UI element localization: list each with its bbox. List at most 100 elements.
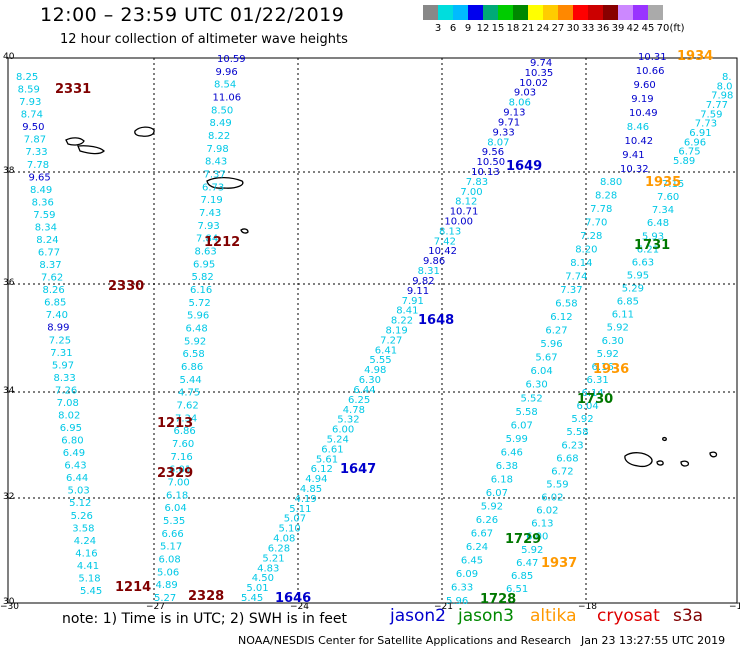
wave-height-value: 5.52 <box>521 393 543 404</box>
wave-height-value: 6.51 <box>506 584 528 595</box>
island-outline <box>240 228 249 234</box>
wave-height-value: 9.82 <box>412 276 434 287</box>
wave-height-value: 6.49 <box>63 448 85 459</box>
wave-height-value: 5.12 <box>69 498 91 509</box>
colorbar-label: 30 <box>566 23 580 34</box>
wave-height-value: 5.92 <box>481 501 503 512</box>
legend-jason3: jason3 <box>458 606 514 626</box>
legend-jason2: jason2 <box>390 606 446 626</box>
wave-height-value: 8.80 <box>600 177 622 188</box>
wave-height-value: 6.07 <box>511 420 533 431</box>
wave-height-value: 6.02 <box>536 506 558 517</box>
wave-height-value: 7.60 <box>657 192 679 203</box>
track-jason2-ascending: 5.455.014.504.835.216.284.085.105.075.11… <box>241 58 553 604</box>
pass-time-label: 1212 <box>204 235 240 250</box>
colorbar-swatch <box>453 5 468 20</box>
colorbar-label: 12 <box>476 23 490 34</box>
wave-height-value: 6.47 <box>516 558 538 569</box>
wave-height-value: 7.98 <box>711 91 733 102</box>
track-s3a-ascending-right: 5.896.756.966.917.737.597.777.988.08. <box>673 72 733 167</box>
page-subtitle: 12 hour collection of altimeter wave hei… <box>60 32 348 47</box>
wave-height-value: 8.28 <box>595 191 617 202</box>
island-outline <box>709 451 718 458</box>
wave-height-value: 6.86 <box>181 362 203 373</box>
colorbar-swatch <box>558 5 573 20</box>
wave-height-value: 6.09 <box>456 569 478 580</box>
wave-height-value: 6.30 <box>526 380 548 391</box>
island-outline <box>656 460 664 466</box>
grid-lines <box>8 58 737 603</box>
wave-height-value: 7.00 <box>168 478 190 489</box>
wave-height-value: 6.43 <box>64 461 86 472</box>
wave-height-value: 7.59 <box>33 210 55 221</box>
wave-height-value: 6.72 <box>551 466 573 477</box>
wave-height-value: 5.95 <box>627 271 649 282</box>
wave-height-value: 7.91 <box>402 296 424 307</box>
wave-height-value: 10.66 <box>636 66 665 77</box>
wave-height-value: 7.43 <box>199 208 221 219</box>
wave-height-value: 8.37 <box>39 260 61 271</box>
colorbar-swatch <box>633 5 648 20</box>
generated-timestamp: Jan 23 13:27:55 UTC 2019 <box>581 634 726 647</box>
wave-height-value: 8.43 <box>205 157 227 168</box>
track-s3a-descending-left: 8.25 8.597.93 8.749.50 7.877.33 7.789.65 8.49… <box>16 72 102 597</box>
pass-time-label: 1648 <box>418 313 454 328</box>
colorbar-label: 24 <box>536 23 550 34</box>
wave-height-value: 6.30 <box>359 375 381 386</box>
wave-height-value: 9.71 <box>498 117 520 128</box>
wave-height-value: 4.50 <box>252 573 274 584</box>
wave-height-value: 6.02 <box>541 493 563 504</box>
wave-height-value: 6.68 <box>556 453 578 464</box>
wave-height-value: 7.87 <box>24 135 46 146</box>
colorbar-label: 18 <box>506 23 520 34</box>
wave-height-value: 6.04 <box>531 366 553 377</box>
wave-height-value: 9.56 <box>482 147 504 158</box>
colorbar-swatch <box>528 5 543 20</box>
wave-height-value: 6.26 <box>476 515 498 526</box>
longitude-label: −15 <box>729 602 740 612</box>
wave-height-value: 7.19 <box>201 195 223 206</box>
wave-height-value: 5.92 <box>571 414 593 425</box>
legend-altika: altika <box>530 606 577 626</box>
wave-height-value: 5.97 <box>52 360 74 371</box>
wave-height-value: 6.58 <box>183 349 205 360</box>
pass-time-label: 1213 <box>157 416 193 431</box>
longitude-label: −24 <box>290 602 309 612</box>
wave-height-value: 8.74 <box>21 110 43 121</box>
wave-height-value: 9.13 <box>503 108 525 119</box>
wave-height-value: 7.15 <box>662 179 684 190</box>
wave-height-value: 8.49 <box>210 118 232 129</box>
wave-height-value: 7.33 <box>25 147 47 158</box>
wave-height-value: 8.41 <box>396 306 418 317</box>
wave-height-value: 6.91 <box>689 128 711 139</box>
wave-height-value: 7.77 <box>706 100 728 111</box>
wave-height-value: 6.16 <box>190 285 212 296</box>
pass-time-label: 1934 <box>677 49 713 64</box>
wave-height-value: 10.00 <box>444 217 473 228</box>
wave-height-value: 4.16 <box>75 548 97 559</box>
colorbar-label: 42 <box>626 23 640 34</box>
wave-height-value: 8.20 <box>575 245 597 256</box>
wave-height-value: 8.19 <box>386 326 408 337</box>
track-s3a-descending-far-right: 10.31 10.66 9.60 9.19 10.49 8.46 10.42 9.41 10.3… <box>620 52 667 175</box>
wave-height-value: 6.08 <box>159 555 181 566</box>
wave-height-value: 6.66 <box>162 529 184 540</box>
latitude-label: 38 <box>3 166 15 176</box>
legend-s3a: s3a <box>673 606 704 626</box>
island-outline <box>65 137 85 146</box>
wave-height-value: 6.45 <box>461 556 483 567</box>
longitude-label: −18 <box>578 602 597 612</box>
credit-line: NOAA/NESDIS Center for Satellite Applica… <box>238 634 572 647</box>
colorbar-label: 33 <box>581 23 595 34</box>
wave-height-value: 8.34 <box>35 222 57 233</box>
wave-height-value: 7.37 <box>560 285 582 296</box>
wave-height-value: 10.35 <box>525 68 554 79</box>
pass-time-label: 1214 <box>115 580 151 595</box>
longitude-label: −30 <box>0 602 19 612</box>
wave-height-value: 8.50 <box>211 105 233 116</box>
map-frame <box>7 57 738 604</box>
colorbar-swatch <box>423 5 438 20</box>
wave-height-value: 6.67 <box>471 528 493 539</box>
colorbar-swatch <box>588 5 603 20</box>
